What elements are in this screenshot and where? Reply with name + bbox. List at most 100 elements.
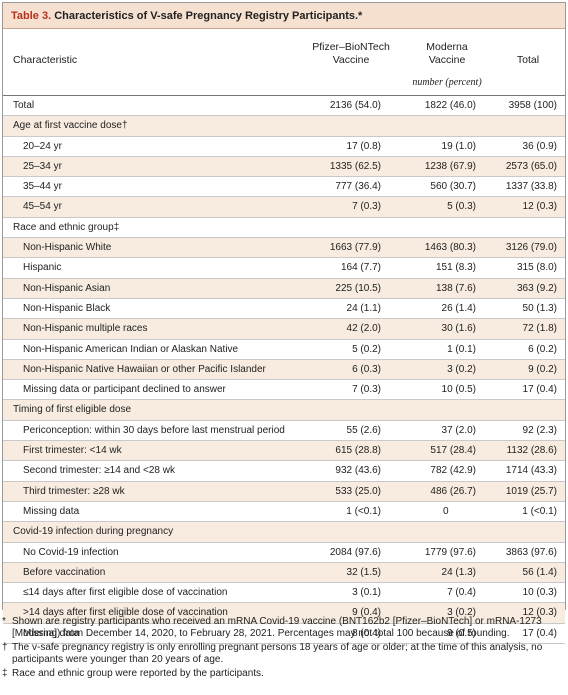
cell-pfizer: 24 (1.1) <box>346 302 381 314</box>
row-label: >14 days after first eligible dose of va… <box>23 607 228 619</box>
column-header-characteristic: Characteristic <box>13 54 78 66</box>
cell-pfizer: 1663 (77.9) <box>329 242 381 254</box>
row-label: Total <box>13 100 35 111</box>
table-header: Characteristic Pfizer–BioNTech Vaccine M… <box>3 29 565 96</box>
cell-total: 1337 (33.8) <box>505 181 557 193</box>
row-label: 20–24 yr <box>23 140 62 152</box>
cell-total: 17 (0.4) <box>522 384 557 396</box>
table-row: Total 2136 (54.0) 1822 (46.0) 3958 (100) <box>3 96 565 117</box>
cell-pfizer: 9 (0.4) <box>352 607 381 619</box>
footnote-text: The v-safe pregnancy registry is only en… <box>12 642 543 665</box>
table-row: 45–54 yr 7 (0.3) 5 (0.3) 12 (0.3) <box>3 197 565 218</box>
row-label: Age at first vaccine dose† <box>13 120 128 132</box>
row-label: Non-Hispanic American Indian or Alaskan … <box>23 343 239 355</box>
cell-pfizer: 2136 (54.0) <box>329 100 381 111</box>
cell-total: 10 (0.3) <box>522 587 557 599</box>
cell-total: 50 (1.3) <box>522 302 557 314</box>
cell-pfizer: 225 (10.5) <box>335 282 381 294</box>
table-row: ≤14 days after first eligible dose of va… <box>3 583 565 604</box>
table-row: No Covid-19 infection 2084 (97.6) 1779 (97… <box>3 543 565 563</box>
cell-moderna: 24 (1.3) <box>441 566 476 578</box>
moderna-header-line1: Moderna <box>426 41 468 53</box>
table-row: Periconception: within 30 days before la… <box>3 421 565 442</box>
cell-pfizer: 7 (0.3) <box>352 384 381 396</box>
cell-moderna: 560 (30.7) <box>430 181 476 193</box>
cell-pfizer: 8 (0.4) <box>352 627 381 639</box>
cell-pfizer: 1 (<0.1) <box>346 505 381 517</box>
cell-total: 3863 (97.6) <box>505 546 557 558</box>
cell-total: 72 (1.8) <box>522 323 557 335</box>
row-label: 35–44 yr <box>23 181 62 193</box>
row-label: Non-Hispanic multiple races <box>23 323 148 335</box>
cell-moderna: 782 (42.9) <box>430 465 476 477</box>
footnote: † The v-safe pregnancy registry is only e… <box>2 642 562 666</box>
row-label: Covid-19 infection during pregnancy <box>13 526 174 538</box>
cell-pfizer: 1335 (62.5) <box>329 160 381 172</box>
footnote-text: Race and ethnic group were reported by t… <box>12 668 264 679</box>
row-label: Missing data <box>23 627 80 639</box>
cell-moderna: 1 (0.1) <box>447 343 476 355</box>
pfizer-header-line2: Vaccine <box>332 53 370 66</box>
table-row: Non-Hispanic Native Hawaiian or other Pa… <box>3 359 565 381</box>
table-row: Third trimester: ≥28 wk 533 (25.0) 486 (26… <box>3 481 565 502</box>
cell-moderna: 10 (0.5) <box>441 384 476 396</box>
cell-total: 1 (<0.1) <box>522 505 557 517</box>
cell-total: 3958 (100) <box>508 100 557 111</box>
table-row: >14 days after first eligible dose of va… <box>3 603 565 624</box>
cell-moderna: 26 (1.4) <box>441 302 476 314</box>
row-label: Third trimester: ≥28 wk <box>23 485 125 497</box>
table-title-bar: Table 3. Characteristics of V-safe Pregn… <box>3 3 565 29</box>
table-row: Non-Hispanic multiple races 42 (2.0) 30 (1… <box>3 319 565 340</box>
row-label: First trimester: <14 wk <box>23 445 122 457</box>
cell-moderna: 19 (1.0) <box>441 140 476 152</box>
cell-pfizer: 32 (1.5) <box>346 566 381 578</box>
table-row: First trimester: <14 wk 615 (28.8) 517 (28… <box>3 441 565 462</box>
column-header-moderna: Moderna Vaccine <box>397 41 497 66</box>
footnote-mark: * <box>2 616 6 627</box>
cell-moderna: 5 (0.3) <box>447 201 476 213</box>
table-row: Missing data 1 (<0.1) 0 1 (<0.1) <box>3 502 565 523</box>
cell-moderna: 9 (0.5) <box>447 627 476 639</box>
table-title: Characteristics of V-safe Pregnancy Regi… <box>54 9 363 22</box>
cell-moderna: 3 (0.2) <box>447 363 476 375</box>
cell-total: 36 (0.9) <box>522 140 557 152</box>
table-label: Table 3. <box>11 9 52 22</box>
table-row: Hispanic 164 (7.7) 151 (8.3) 315 (8.0) <box>3 258 565 279</box>
footnote-mark: ‡ <box>2 668 8 679</box>
row-label: 25–34 yr <box>23 160 62 172</box>
cell-pfizer: 932 (43.6) <box>335 465 381 477</box>
table-row: Before vaccination 32 (1.5) 24 (1.3) 56 (1.… <box>3 562 565 584</box>
cell-moderna: 0 <box>443 505 449 517</box>
table-row: 25–34 yr 1335 (62.5) 1238 (67.9) 2573 (65.0… <box>3 156 565 178</box>
footnote: ‡ Race and ethnic group were reported by … <box>2 668 562 680</box>
row-label: No Covid-19 infection <box>23 546 119 558</box>
cell-pfizer: 615 (28.8) <box>335 445 381 457</box>
row-label: Race and ethnic group‡ <box>13 221 120 233</box>
cell-total: 56 (1.4) <box>522 566 557 578</box>
table-section-row: Age at first vaccine dose† <box>3 116 565 137</box>
table-row: 35–44 yr 777 (36.4) 560 (30.7) 1337 (33.8) <box>3 177 565 198</box>
cell-moderna: 1463 (80.3) <box>424 242 476 254</box>
cell-moderna: 138 (7.6) <box>435 282 476 294</box>
table-row: Non-Hispanic Black 24 (1.1) 26 (1.4) 50 (1.… <box>3 299 565 320</box>
cell-pfizer: 6 (0.3) <box>352 363 381 375</box>
cell-pfizer: 17 (0.8) <box>346 140 381 152</box>
table-row: Non-Hispanic Asian 225 (10.5) 138 (7.6) 363… <box>3 278 565 299</box>
cell-total: 6 (0.2) <box>528 343 557 355</box>
row-label: 45–54 yr <box>23 201 62 213</box>
cell-total: 363 (9.2) <box>516 282 557 294</box>
row-label: Missing data <box>23 505 80 517</box>
footnote-text: Shown are registry participants who rece… <box>12 616 542 639</box>
pfizer-header-line1: Pfizer–BioNTech <box>312 41 390 53</box>
cell-total: 1714 (43.3) <box>505 465 557 477</box>
cell-pfizer: 777 (36.4) <box>335 181 381 193</box>
table-row: Non-Hispanic American Indian or Alaskan … <box>3 340 565 360</box>
cell-moderna: 1779 (97.6) <box>424 546 476 558</box>
cell-total: 3126 (79.0) <box>505 242 557 254</box>
row-label: Non-Hispanic Native Hawaiian or other Pa… <box>23 363 266 375</box>
table-body: Total 2136 (54.0) 1822 (46.0) 3958 (100) Age… <box>3 96 565 645</box>
table-row: 20–24 yr 17 (0.8) 19 (1.0) 36 (0.9) <box>3 137 565 157</box>
table-section-row: Race and ethnic group‡ <box>3 218 565 239</box>
cell-pfizer: 2084 (97.6) <box>329 546 381 558</box>
row-label: Non-Hispanic Black <box>23 302 111 314</box>
